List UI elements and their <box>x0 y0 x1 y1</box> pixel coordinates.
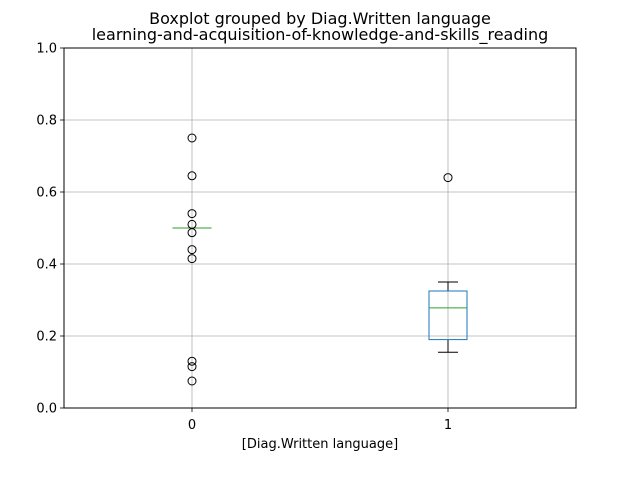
outlier-point <box>443 173 453 183</box>
box-iqr <box>428 290 468 341</box>
grid-lines <box>64 47 576 409</box>
axes-frame <box>63 47 577 409</box>
outlier-point <box>187 228 197 238</box>
outlier-point <box>187 356 197 366</box>
y-tick-label: 0.6 <box>36 186 57 201</box>
y-tick-label: 0.0 <box>36 402 57 417</box>
x-tick-label: 0 <box>188 418 196 433</box>
axis-ticks: 0.0 0.2 0.4 0.6 0.8 1.0 0 1 <box>36 42 452 434</box>
y-tick-label: 0.2 <box>36 330 57 345</box>
outlier-point <box>187 209 197 219</box>
chart-title: Boxplot grouped by Diag.Written language <box>149 9 491 28</box>
x-axis-label: [Diag.Written language] <box>242 437 398 452</box>
outlier-point <box>187 133 197 143</box>
plot-area <box>172 133 468 386</box>
outlier-point <box>187 245 197 255</box>
outlier-point <box>187 362 197 372</box>
y-tick-label: 1.0 <box>36 42 57 57</box>
chart-subtitle: learning-and-acquisition-of-knowledge-an… <box>92 25 549 45</box>
y-tick-label: 0.4 <box>36 258 57 273</box>
outlier-point <box>187 376 197 386</box>
outlier-point <box>187 254 197 264</box>
x-tick-label: 1 <box>444 418 452 433</box>
y-tick-label: 0.8 <box>36 114 57 129</box>
outlier-point <box>187 171 197 181</box>
